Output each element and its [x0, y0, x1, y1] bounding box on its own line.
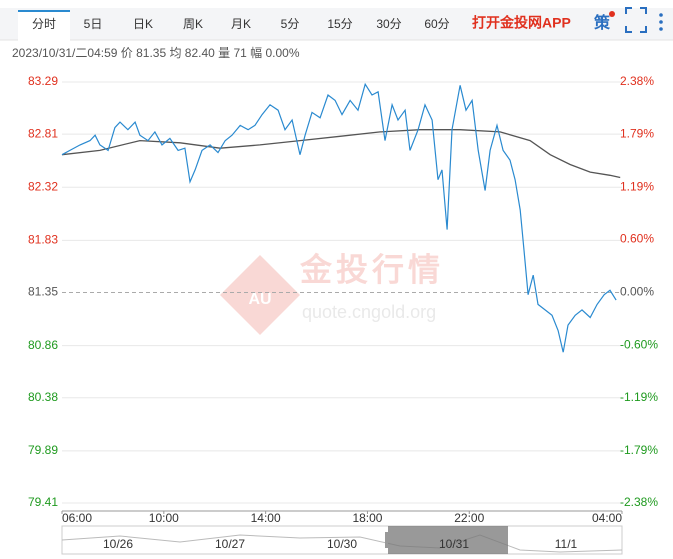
tab[interactable]: 15分	[327, 17, 352, 31]
x-tick-label: 22:00	[454, 511, 484, 525]
app-link[interactable]: 打开金投网APP	[472, 15, 571, 31]
tab-bar	[0, 8, 673, 40]
navigator-label: 11/1	[555, 537, 578, 551]
badge-dot	[609, 11, 615, 17]
y-tick-label: 80.38	[28, 390, 58, 404]
y-tick-label: 82.32	[28, 179, 58, 193]
watermark-url: quote.cngold.org	[302, 302, 436, 322]
fullscreen-icon[interactable]	[625, 7, 647, 33]
more-icon[interactable]	[659, 13, 663, 31]
navigator-label: 10/30	[327, 537, 357, 551]
navigator-label: 10/26	[103, 537, 133, 551]
navigator-label: 10/27	[215, 537, 245, 551]
tab[interactable]: 月K	[231, 17, 251, 31]
watermark-badge: AU	[248, 291, 271, 308]
y2-tick-label: 0.60%	[620, 232, 654, 246]
tab[interactable]: 日K	[133, 17, 153, 31]
active-tab	[18, 10, 70, 41]
navigator-trace	[61, 534, 623, 553]
x-tick-label: 18:00	[352, 511, 382, 525]
navigator-label: 10/31	[439, 537, 469, 551]
y-tick-label: 80.86	[28, 338, 58, 352]
y2-tick-label: -1.79%	[620, 443, 658, 457]
average-line	[61, 129, 621, 179]
strategy-button[interactable]: 策	[593, 13, 611, 32]
x-tick-label: 04:00	[592, 511, 622, 525]
y2-tick-label: -1.19%	[620, 390, 658, 404]
tab[interactable]: 5日	[84, 17, 103, 31]
x-tick-label: 14:00	[251, 511, 281, 525]
y2-tick-label: -0.60%	[620, 338, 658, 352]
tab[interactable]: 分时	[32, 17, 56, 31]
tab[interactable]: 30分	[376, 17, 401, 31]
navigator-selection	[388, 526, 508, 554]
y-tick-label: 83.29	[28, 74, 58, 88]
x-tick-label: 10:00	[149, 511, 179, 525]
y2-tick-label: 1.19%	[620, 179, 654, 193]
tab[interactable]: 5分	[281, 17, 300, 31]
watermark: AU 金投行情 quote.cngold.org	[220, 251, 444, 335]
y-tick-label: 79.89	[28, 443, 58, 457]
y-tick-label: 81.35	[28, 285, 58, 299]
tab[interactable]: 周K	[183, 17, 203, 31]
y-tick-label: 79.41	[28, 495, 58, 509]
watermark-title: 金投行情	[299, 251, 444, 287]
navigator-handle	[385, 532, 388, 548]
y2-tick-label: 2.38%	[620, 74, 654, 88]
y2-tick-label: -2.38%	[620, 495, 658, 509]
price-line	[61, 82, 617, 353]
y-tick-label: 81.83	[28, 233, 58, 247]
tab[interactable]: 60分	[424, 17, 449, 31]
x-tick-label: 06:00	[62, 511, 92, 525]
y2-tick-label: 1.79%	[620, 126, 654, 140]
y-tick-label: 82.81	[28, 126, 58, 140]
y2-tick-label: 0.00%	[620, 285, 654, 299]
quote-info: 2023/10/31/二04:59 价 81.35 均 82.40 量 71 幅…	[12, 45, 300, 60]
